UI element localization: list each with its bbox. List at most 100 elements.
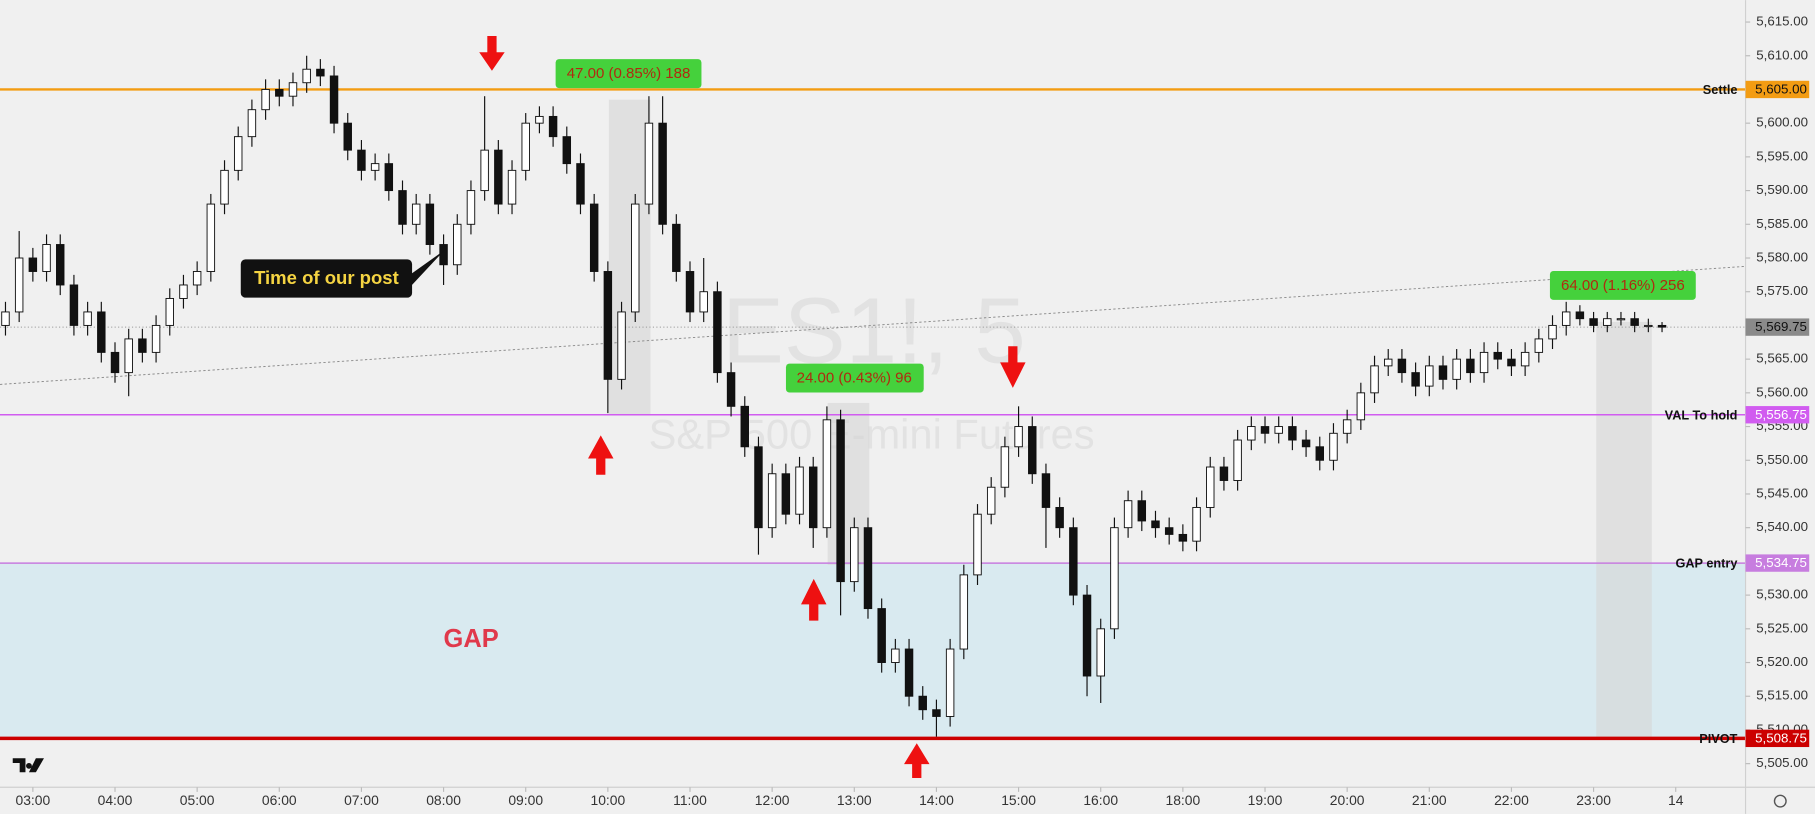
candle-body [69,284,79,326]
candle-body [767,473,777,529]
x-tick-label: 07:00 [344,792,379,808]
candle-body [1438,365,1448,380]
x-tick-label: 10:00 [590,792,625,808]
candle-body [808,466,818,529]
measure-label: 64.00 (1.16%) 256 [1561,277,1685,294]
candle-body [1520,351,1530,367]
arrow-up [801,578,827,621]
candle-body [781,473,791,515]
settings-icon[interactable] [1773,794,1787,808]
candle-body [863,527,873,610]
y-tick-label: 5,580.00 [1756,250,1808,265]
candle-body [1233,439,1242,481]
candle-body [1315,446,1324,461]
candle-body [1069,527,1078,596]
candle-body [562,136,572,165]
gap-zone [0,563,1746,739]
level-tag [1745,729,1810,748]
candle-body [685,271,695,313]
level-tag [1745,406,1810,424]
candle-body [233,136,243,171]
candle-body [631,203,640,313]
candle-body [1274,426,1283,434]
candle-body [439,244,448,266]
candle-body [1082,594,1092,677]
y-tick-label: 5,595.00 [1756,148,1808,163]
candle-body [494,149,503,205]
candle-body [1561,311,1571,326]
candle-body [1000,446,1010,488]
candle-body [726,372,736,407]
candle-body [1206,466,1215,508]
candle-body [535,115,544,124]
y-tick-label: 5,565.00 [1756,351,1808,366]
candle-body [192,271,202,286]
x-tick-label: 08:00 [426,792,461,808]
candle-body [932,709,941,717]
candle-body [329,75,339,124]
candle-body [1466,358,1475,374]
candle-body [1247,426,1256,441]
x-tick-label: 19:00 [1248,792,1283,808]
candle-body [877,608,886,663]
level-tag [1745,80,1810,99]
range-shade [827,402,870,566]
candle-body [521,122,530,171]
x-tick-label: 11:00 [673,792,707,808]
logo [12,758,44,773]
x-tick-label: 21:00 [1412,792,1447,808]
measure-label: 24.00 (0.43%) 96 [797,370,912,387]
candle-body [672,223,681,272]
level-name: VAL To hold [1665,407,1738,422]
x-tick-label: 23:00 [1576,792,1611,808]
level-tag-label: 5,556.75 [1755,407,1807,422]
y-tick-label: 5,610.00 [1756,47,1808,62]
x-tick-label: 18:00 [1165,792,1200,808]
candle-body [1411,372,1420,387]
x-tick-label: 22:00 [1494,792,1529,808]
y-tick-label: 5,540.00 [1756,519,1808,534]
candle-body [302,68,311,84]
candle-body [384,163,394,192]
x-tick-label: 14:00 [919,792,954,808]
y-tick-label: 5,550.00 [1756,452,1808,467]
candle-body [713,291,722,374]
candle-body [822,419,832,529]
candle-body [28,257,38,272]
candle-body [1,311,10,326]
candle-body [97,311,106,353]
candle-body [589,203,599,272]
zone-label: GAP [444,625,499,653]
candle-body [1288,426,1297,441]
candle-body [480,149,489,192]
x-tick-label: 15:00 [1001,792,1036,808]
candle-body [1383,358,1393,367]
x-tick-label: 12:00 [755,792,790,808]
level-tag-label: 5,508.75 [1755,730,1807,745]
arrows [479,36,1026,778]
candle-body [1507,358,1516,367]
candle-body [1028,426,1037,475]
candle-body [1342,419,1352,434]
axes: 5,505.005,510.005,515.005,520.005,525.00… [15,14,1810,808]
candle-body [1548,324,1557,340]
candle-body [603,271,613,380]
candle-body [1123,500,1133,529]
candle-body [370,163,380,171]
level-name: GAP entry [1675,556,1737,571]
candle-body [1110,527,1119,630]
candle-body [1219,466,1229,481]
candle-body [275,88,284,97]
candle-body [42,244,51,272]
candle-body [959,574,969,650]
measure-box [1549,270,1696,300]
y-tick-label: 5,545.00 [1756,485,1808,500]
arrow-up [588,435,614,475]
candle-body [1603,318,1612,326]
candle-body [411,203,421,225]
x-tick-label: 05:00 [180,792,215,808]
candle-body [83,311,92,326]
candle-body [658,122,667,225]
candle-body [1616,318,1626,321]
